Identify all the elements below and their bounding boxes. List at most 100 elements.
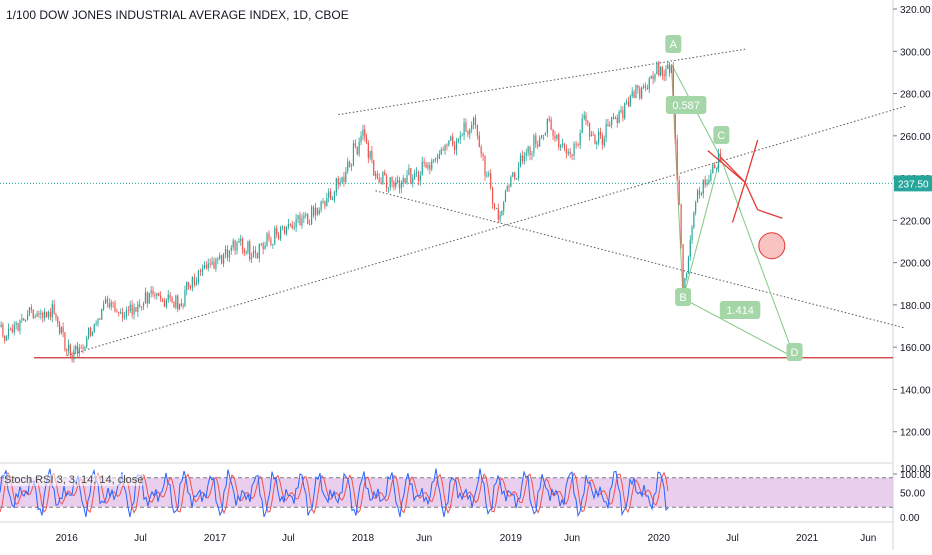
candle [36, 313, 38, 317]
candle [297, 215, 299, 220]
candle [661, 67, 663, 75]
candle [64, 332, 66, 350]
candle [398, 179, 401, 189]
candle [335, 178, 337, 193]
candle [508, 186, 510, 188]
candle [594, 134, 596, 144]
candle [230, 247, 232, 251]
candle [293, 227, 295, 229]
candle [44, 311, 46, 318]
candle [110, 302, 112, 307]
candle [702, 179, 704, 194]
candle [25, 320, 27, 322]
candle [173, 301, 175, 308]
candle [228, 250, 230, 258]
candle [715, 167, 718, 169]
candle [700, 193, 702, 195]
candle [512, 172, 514, 177]
price-axis-label: 280.00 [900, 90, 931, 101]
candle [23, 318, 25, 321]
candle [440, 149, 442, 155]
candle [165, 300, 167, 307]
current-price-label: 237.50 [898, 179, 929, 190]
candle [324, 201, 326, 207]
trendline [66, 105, 906, 357]
candle [123, 316, 126, 318]
projection-branch [731, 182, 746, 223]
price-axis-label: 100.00 [900, 470, 931, 481]
candle [211, 261, 213, 265]
candle [60, 327, 62, 334]
candle [232, 240, 234, 248]
candle [114, 302, 116, 312]
candle [122, 311, 124, 318]
pattern-leg-bc [682, 156, 721, 299]
candle [341, 176, 343, 183]
candle [563, 143, 566, 149]
candle [69, 344, 71, 356]
price-axis-label: 160.00 [900, 343, 931, 354]
candle [478, 135, 480, 147]
candle [78, 347, 80, 354]
price-axis-label: 300.00 [900, 47, 931, 58]
candle [423, 161, 425, 164]
candle [55, 313, 57, 318]
candle [291, 224, 293, 228]
candle [708, 180, 710, 183]
candle [66, 349, 68, 351]
candle [189, 285, 191, 289]
candle [434, 157, 437, 160]
candle [654, 74, 656, 80]
stoch-k-line [0, 468, 669, 518]
fib-ratio-cd-label-bg [719, 301, 761, 319]
candle [333, 192, 336, 200]
candle [360, 135, 362, 143]
candle [11, 329, 13, 333]
price-axis-label: 320.00 [900, 5, 931, 16]
candle [686, 273, 688, 279]
candle [455, 140, 458, 151]
candle [521, 155, 523, 162]
candle [67, 344, 70, 351]
price-axis-label: 140.00 [900, 385, 931, 396]
candle [171, 297, 173, 302]
candle [627, 101, 630, 107]
candle [310, 206, 313, 225]
candle [112, 302, 114, 304]
candle [371, 150, 373, 161]
candle [556, 134, 558, 139]
candle [374, 173, 377, 176]
candle [301, 218, 303, 226]
candle [95, 322, 97, 325]
candle [561, 143, 564, 146]
candle [133, 307, 135, 315]
candle [240, 238, 242, 241]
pattern-leg-cd [719, 156, 795, 358]
candle [622, 110, 624, 119]
candle [104, 298, 107, 304]
candle [446, 144, 448, 146]
indicator-label[interactable]: Stoch RSI 3, 3, 14, 14, close [4, 474, 144, 486]
candle [431, 160, 433, 170]
candle [618, 112, 620, 124]
candle [667, 64, 669, 70]
candle [307, 214, 309, 224]
candle [250, 257, 253, 260]
candle [471, 125, 473, 130]
candle [281, 226, 284, 228]
candle [252, 250, 255, 258]
candle [195, 282, 197, 285]
candle [583, 115, 585, 119]
candle [391, 177, 393, 183]
time-axis-label: Jun [416, 533, 432, 544]
projection-branch [757, 209, 783, 219]
candle [217, 258, 219, 260]
candle [364, 129, 366, 138]
candle [102, 303, 105, 310]
candle [88, 327, 90, 338]
candle [687, 256, 690, 274]
candle [373, 160, 375, 176]
candle [49, 312, 51, 318]
candle [97, 318, 99, 323]
